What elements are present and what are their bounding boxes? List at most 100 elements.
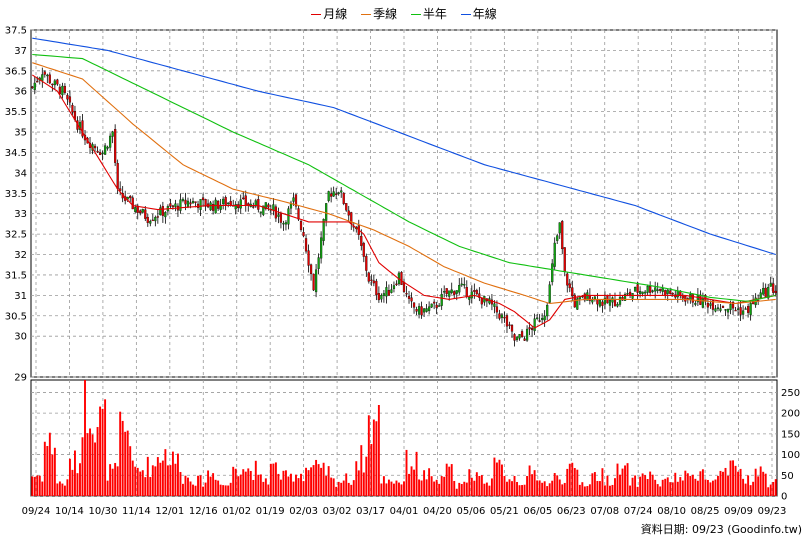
volume-tick-label: 250 <box>781 388 800 399</box>
candle-body <box>576 298 579 310</box>
candle-body <box>61 85 64 96</box>
candle-body <box>109 135 112 148</box>
volume-bar <box>526 476 529 496</box>
candle-body <box>568 283 571 289</box>
volume-bar <box>199 475 202 496</box>
legend-item-monthly: 月線 <box>311 5 347 22</box>
volume-bar <box>774 479 777 496</box>
volume-bar <box>31 476 34 496</box>
candle-body <box>654 287 657 292</box>
volume-bar <box>274 462 277 496</box>
x-tick-label: 05/21 <box>490 506 519 517</box>
volume-bar <box>578 484 581 496</box>
volume-bar <box>420 480 423 496</box>
candle-body <box>644 291 647 294</box>
volume-bar <box>342 480 345 496</box>
candle-body <box>664 290 667 296</box>
candle-body <box>71 104 74 113</box>
volume-bar <box>269 463 272 496</box>
candle-body <box>106 146 109 149</box>
volume-bar <box>571 462 574 496</box>
volume-bar <box>370 444 373 496</box>
price-tick-label: 34 <box>14 168 27 179</box>
volume-bar <box>302 481 305 496</box>
volume-bar <box>601 468 604 496</box>
volume-bar <box>84 380 86 496</box>
volume-bar <box>171 451 174 496</box>
candle-body <box>503 316 506 319</box>
candle-body <box>277 214 280 217</box>
volume-tick-label: 200 <box>781 409 800 420</box>
candle-body <box>749 302 752 315</box>
candle-body <box>234 204 237 210</box>
candle-body <box>741 310 745 315</box>
candle-body <box>53 80 56 86</box>
candle-body <box>525 328 529 341</box>
candle-body <box>380 295 383 300</box>
candle-body <box>214 199 217 214</box>
legend-item-yearly: 年線 <box>460 5 497 22</box>
candle-body <box>96 150 99 153</box>
volume-bar <box>121 420 124 496</box>
volume-bar <box>322 462 325 496</box>
volume-bar <box>176 453 179 496</box>
candle-body <box>463 284 466 286</box>
candle-body <box>156 216 159 218</box>
legend-swatch <box>311 14 322 15</box>
volume-bar <box>566 468 569 496</box>
x-tick-label: 10/14 <box>55 506 84 517</box>
candle-body <box>633 287 637 292</box>
candle-body <box>450 289 453 293</box>
candle-body <box>284 222 288 225</box>
x-tick-label: 11/14 <box>122 506 151 517</box>
volume-bar <box>151 465 154 496</box>
volume-bar <box>262 481 265 496</box>
x-tick-label: 03/02 <box>323 506 352 517</box>
volume-bar <box>317 464 320 496</box>
price-tick-label: 32 <box>14 250 27 261</box>
candle-body <box>435 304 438 308</box>
candle-body <box>438 305 441 307</box>
candle-body <box>307 250 310 266</box>
volume-bar <box>229 482 232 496</box>
candle-body <box>762 288 765 295</box>
candle-body <box>204 199 207 207</box>
candle-body <box>721 305 725 308</box>
candle-body <box>68 96 72 103</box>
price-tick-label: 30.5 <box>5 311 27 322</box>
candle-body <box>335 193 338 195</box>
candle-body <box>747 306 750 313</box>
legend-swatch <box>361 14 372 15</box>
price-tick-label: 30 <box>14 332 27 343</box>
candle-body <box>671 293 674 295</box>
candle-body <box>161 206 164 216</box>
volume-bar <box>192 484 194 496</box>
candle-body <box>513 334 516 341</box>
volume-bar <box>546 486 549 496</box>
volume-bar <box>315 459 318 496</box>
candle-body <box>440 294 443 306</box>
volume-bar <box>347 482 350 496</box>
volume-bar <box>46 446 49 496</box>
candle-body <box>759 292 762 299</box>
candle-body <box>237 204 240 209</box>
volume-bar <box>242 469 245 496</box>
volume-bar <box>465 482 468 496</box>
candle-body <box>726 308 730 313</box>
volume-bar <box>629 485 632 496</box>
volume-bar <box>480 475 483 496</box>
candle-body <box>480 297 483 305</box>
volume-bar <box>48 432 51 496</box>
candle-body <box>181 198 185 201</box>
legend-item-halfyear: 半年 <box>410 5 447 22</box>
volume-bar <box>666 477 669 496</box>
volume-bar <box>89 428 91 496</box>
price-tick-label: 36.5 <box>5 66 27 77</box>
volume-bar <box>227 485 230 496</box>
x-tick-label: 02/03 <box>289 506 318 517</box>
volume-bar <box>380 483 383 496</box>
volume-bar <box>511 481 513 496</box>
volume-bar <box>182 483 184 496</box>
candle-body <box>711 300 715 310</box>
volume-bar <box>307 470 310 496</box>
